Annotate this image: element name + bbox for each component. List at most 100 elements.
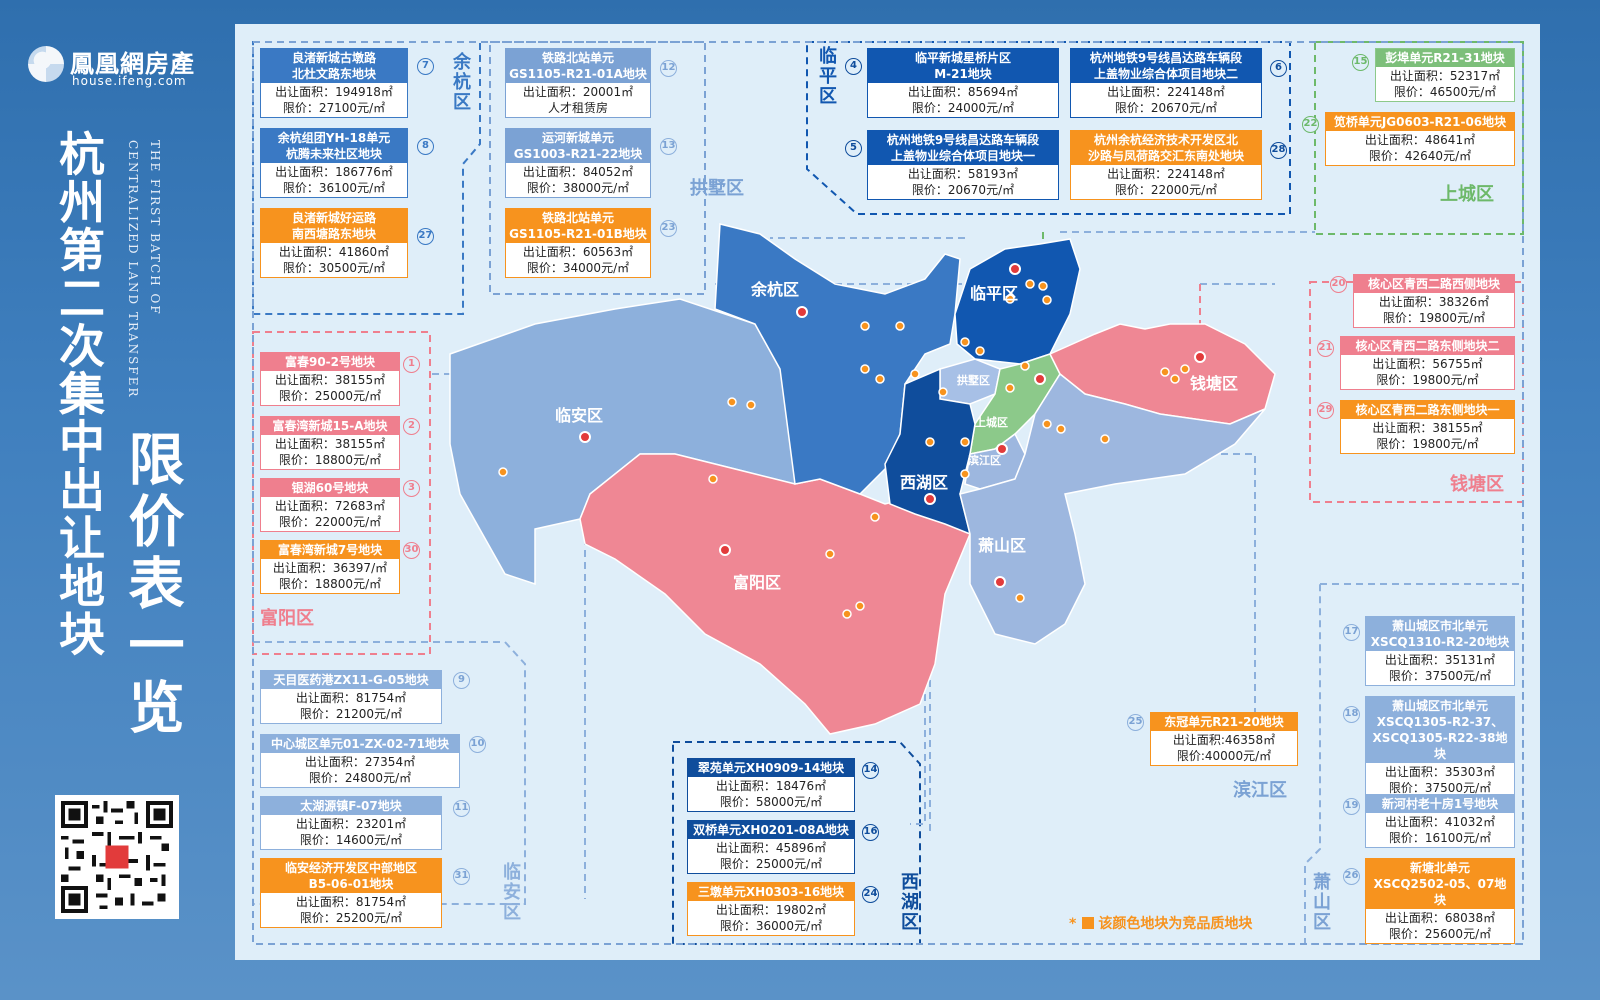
parcel-card-17[interactable]: 萧山城区市北单元 XSCQ1310-R2-20地块 出让面积：35131㎡ 限价：37… [1365, 616, 1515, 686]
parcel-number-badge: 20 [1330, 276, 1347, 293]
parcel-card-10[interactable]: 中心城区单元01-ZX-02-71地块 出让面积：27354㎡ 限价：24800元/… [260, 734, 460, 788]
parcel-area: 出让面积：38155㎡ [1372, 421, 1483, 435]
center-linping [1009, 263, 1021, 275]
parcel-number-badge: 1 [403, 356, 420, 373]
parcel-price: 人才租赁房 [547, 101, 608, 115]
parcel-name: 核心区青西二路西侧地块 [1354, 275, 1514, 293]
parcel-price: 限价：30500元/㎡ [282, 261, 386, 275]
ifeng-logo[interactable]: 鳳凰網房產 house.ifeng.com [28, 42, 218, 92]
parcel-name: 彭埠单元R21-31地块 [1376, 49, 1514, 67]
pin-18 [1042, 419, 1052, 429]
parcel-card-11[interactable]: 太湖源镇F-07地块 出让面积：23201㎡ 限价：14600元/㎡ [260, 796, 442, 850]
parcel-card-19[interactable]: 新河村老十房1号地块 出让面积：41032㎡ 限价：16100元/㎡ [1365, 794, 1515, 848]
parcel-number-badge: 12 [660, 60, 677, 77]
parcel-card-30[interactable]: 富春湾新城7号地块 出让面积：36397/㎡ 限价：18800元/㎡ [260, 540, 400, 594]
parcel-price: 限价：20670元/㎡ [911, 183, 1015, 197]
parcel-name: 临安经济开发区中部地区 B5-06-01地块 [261, 859, 441, 893]
linping-group-outline [806, 41, 1291, 215]
parcel-price: 限价：19800元/㎡ [1376, 373, 1479, 387]
map-label-linping: 临平区 [970, 284, 1019, 303]
parcel-price: 限价：19800元/㎡ [1382, 311, 1486, 325]
parcel-card-22[interactable]: 笕桥单元JG0603-R21-06地块出让面积：48641㎡ 限价：42640元/… [1325, 112, 1515, 166]
label-linping: 临平区 [816, 46, 837, 106]
parcel-area: 出让面积：72683㎡ [274, 499, 386, 513]
parcel-area: 出让面积：18476㎡ [715, 779, 827, 793]
parcel-price: 限价：21200元/㎡ [299, 707, 403, 721]
center-yuhang [796, 306, 808, 318]
parcel-card-28[interactable]: 杭州余杭经济技术开发区北 沙路与凤荷路交汇东南处地块 出让面积：224148㎡ 限价：… [1070, 130, 1262, 200]
parcel-price: 限价：20670元/㎡ [1114, 101, 1218, 115]
parcel-card-16[interactable]: 双桥单元XH0201-08A地块 出让面积：45896㎡ 限价：25000元/㎡ [687, 820, 855, 874]
parcel-card-25[interactable]: 东冠单元R21-20地块 出让面积:46358㎡ 限价:40000元/㎡ [1150, 712, 1298, 766]
parcel-name: 富春湾新城7号地块 [261, 541, 399, 559]
parcel-card-4[interactable]: 临平新城星桥片区 M-21地块 出让面积：85694㎡ 限价：24000元/㎡ [867, 48, 1059, 118]
parcel-number-badge: 29 [1317, 402, 1334, 419]
parcel-card-18[interactable]: 萧山城区市北单元 XSCQ1305-R2-37、 XSCQ1305-R22-38地块… [1365, 696, 1515, 798]
parcel-card-1[interactable]: 富春90-2号地块 出让面积：38155㎡ 限价：25000元/㎡ [260, 352, 400, 406]
parcel-price: 限价：42640元/㎡ [1368, 149, 1472, 163]
pin-4 [1005, 294, 1015, 304]
parcel-card-20[interactable]: 核心区青西二路西侧地块 出让面积：38326㎡ 限价：19800元/㎡ [1353, 274, 1515, 328]
fuyang-district [579, 453, 971, 735]
linping-district [954, 238, 1081, 365]
parcel-price: 限价：36100元/㎡ [282, 181, 386, 195]
parcel-card-5[interactable]: 杭州地铁9号线昌达路车辆段 上盖物业综合体项目地块一 出让面积：58193㎡ 限价：2… [867, 130, 1059, 200]
pin-10 [727, 397, 737, 407]
pin-23 [938, 387, 948, 397]
parcel-area: 出让面积：68038㎡ [1384, 911, 1496, 925]
parcel-name: 萧山城区市北单元 XSCQ1310-R2-20地块 [1366, 617, 1514, 651]
qr-code[interactable] [55, 795, 179, 919]
map-label-qiantang: 钱塘区 [1190, 374, 1239, 393]
district-group-outlines [252, 41, 1524, 945]
parcel-card-9[interactable]: 天目医药港ZX11-G-05地块 出让面积：81754㎡ 限价：21200元/㎡ [260, 670, 442, 724]
parcel-card-15[interactable]: 彭埠单元R21-31地块 出让面积：52317㎡ 限价：46500元/㎡ [1375, 48, 1515, 102]
center-xiaoshan [994, 576, 1006, 588]
parcel-card-26[interactable]: 新塘北单元 XSCQ2502-05、07地块 出让面积：68038㎡ 限价：25600… [1365, 858, 1515, 944]
pin-12 [975, 346, 985, 356]
parcel-card-13[interactable]: 运河新城单元 GS1003-R21-22地块 出让面积：84052㎡ 限价：38000… [505, 128, 651, 198]
center-xihu [924, 493, 936, 505]
label-shangcheng: 上城区 [1440, 184, 1494, 205]
center-binjiang [996, 443, 1008, 455]
parcel-name: 中心城区单元01-ZX-02-71地块 [261, 735, 459, 753]
parcel-area: 出让面积：84052㎡ [522, 165, 634, 179]
parcel-area: 出让面积：186776㎡ [275, 165, 393, 179]
map-label-binjiang: 滨江区 [968, 454, 1001, 467]
parcel-card-21[interactable]: 核心区青西二路东侧地块二 出让面积：56755㎡ 限价：19800元/㎡ [1340, 336, 1515, 390]
parcel-area: 出让面积：48641㎡ [1364, 133, 1476, 147]
parcel-area: 出让面积：52317㎡ [1389, 69, 1501, 83]
parcel-card-31[interactable]: 临安经济开发区中部地区 B5-06-01地块 出让面积：81754㎡ 限价：25200… [260, 858, 442, 928]
parcel-card-2[interactable]: 富春湾新城15-A地块 出让面积：38155㎡ 限价：18800元/㎡ [260, 416, 400, 470]
parcel-number-badge: 6 [1270, 60, 1287, 77]
parcel-number-badge: 11 [453, 800, 470, 817]
parcel-card-27[interactable]: 良渚新城好运路 南西塘路东地块 出让面积：41860㎡ 限价：30500元/㎡ [260, 208, 408, 278]
parcel-card-7[interactable]: 良渚新城古墩路 北杜文路东地块 出让面积：194918㎡ 限价：27100元/㎡ [260, 48, 408, 118]
label-xiaoshan: 萧山区 [1310, 872, 1331, 932]
parcel-price: 限价：37500元/㎡ [1388, 781, 1492, 795]
parcel-number-badge: 30 [403, 542, 420, 559]
parcel-number-badge: 5 [845, 140, 862, 157]
parcel-number-badge: 21 [1317, 340, 1334, 357]
parcel-card-12[interactable]: 铁路北站单元 GS1105-R21-01A地块 出让面积：20001㎡ 人才租赁房 [505, 48, 651, 118]
label-xihu: 西湖区 [898, 872, 919, 932]
parcel-card-23[interactable]: 铁路北站单元 GS1105-R21-01B地块 出让面积：60563㎡ 限价：3400… [505, 208, 651, 278]
parcel-area: 出让面积：19802㎡ [715, 903, 827, 917]
pin-7 [860, 321, 870, 331]
parcel-card-6[interactable]: 杭州地铁9号线昌达路车辆段 上盖物业综合体项目地块二 出让面积：224148㎡ 限价：… [1070, 48, 1262, 118]
parcel-name: 笕桥单元JG0603-R21-06地块 [1326, 113, 1514, 131]
parcel-number-badge: 13 [660, 138, 677, 155]
pin-13 [960, 337, 970, 347]
parcel-card-3[interactable]: 银湖60号地块 出让面积：72683㎡ 限价：22000元/㎡ [260, 478, 400, 532]
page-subtitle: 限价表一览 [119, 430, 184, 740]
parcel-price: 限价：38000元/㎡ [526, 181, 630, 195]
parcel-card-8[interactable]: 余杭组团YH-18单元 杭腾未来社区地块 出让面积：186776㎡ 限价：36100元… [260, 128, 408, 198]
parcel-card-29[interactable]: 核心区青西二路东侧地块一 出让面积：38155㎡ 限价：19800元/㎡ [1340, 400, 1515, 454]
parcel-area: 出让面积：38155㎡ [274, 373, 386, 387]
parcel-price: 限价：27100元/㎡ [282, 101, 386, 115]
parcel-name: 富春湾新城15-A地块 [261, 417, 399, 435]
parcel-card-14[interactable]: 翠苑单元XH0909-14地块 出让面积：18476㎡ 限价：58000元/㎡ [687, 758, 855, 812]
parcel-name: 萧山城区市北单元 XSCQ1305-R2-37、 XSCQ1305-R22-38地块 [1366, 697, 1514, 763]
fuyang-group-outline [252, 331, 431, 655]
parcel-card-24[interactable]: 三墩单元XH0303-16地块 出让面积：19802㎡ 限价：36000元/㎡ [687, 882, 855, 936]
parcel-name: 杭州地铁9号线昌达路车辆段 上盖物业综合体项目地块二 [1071, 49, 1261, 83]
